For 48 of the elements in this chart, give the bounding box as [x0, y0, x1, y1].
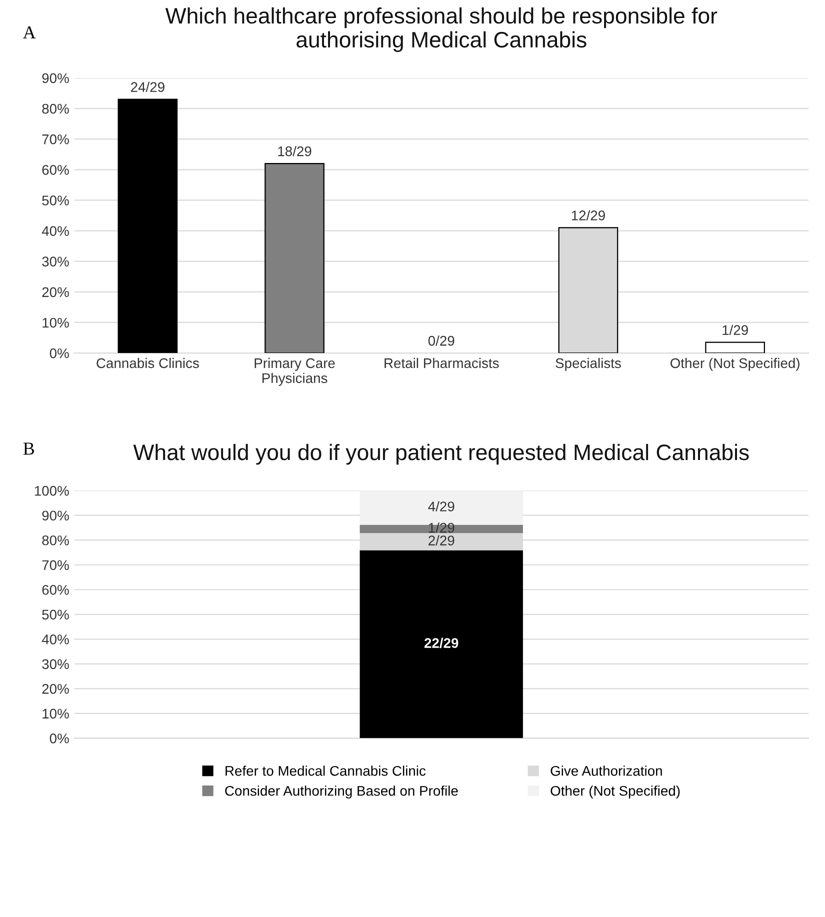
y-tick-label: 100% — [34, 486, 69, 496]
bar — [360, 524, 523, 534]
y-tick-label: 50% — [42, 196, 69, 206]
legend-label: Give Authorization — [550, 766, 662, 776]
y-tick-label: 80% — [42, 535, 69, 546]
data-label: 22/29 — [424, 638, 458, 648]
bar — [705, 342, 765, 354]
x-tick-label: Cannabis Clinics — [96, 358, 199, 368]
y-tick-label: 10% — [42, 318, 69, 328]
data-label: 2/29 — [428, 535, 454, 546]
data-label: 0/29 — [428, 336, 454, 346]
y-tick-label: 90% — [42, 73, 69, 84]
chart-title: What would you do if your patient requested Medical Cannabis — [133, 444, 749, 465]
y-tick-label: 40% — [42, 634, 69, 644]
bar — [360, 550, 523, 738]
y-tick-label: 60% — [42, 164, 69, 175]
bar — [264, 162, 324, 354]
x-tick-label: Primary Care Physicians — [254, 358, 335, 386]
data-label: 24/29 — [130, 82, 164, 92]
legend-label: Other (Not Specified) — [550, 786, 680, 799]
data-label: 1/29 — [722, 324, 748, 336]
legend-label: Consider Authorizing Based on Profile — [225, 786, 458, 799]
text: A — [23, 26, 36, 38]
y-tick-label: 50% — [42, 610, 69, 620]
x-tick-label: Retail Pharmacists — [384, 358, 499, 368]
data-label: 1/29 — [428, 522, 454, 533]
legend-label: Refer to Medical Cannabis Clinic — [226, 766, 426, 776]
y-tick-label: 30% — [42, 256, 69, 267]
y-tick-label: 90% — [42, 510, 69, 521]
x-tick-label: Other (Not Specified) — [670, 358, 800, 371]
data-label: 4/29 — [428, 501, 454, 512]
y-tick-label: 40% — [42, 226, 69, 236]
data-label: 18/29 — [278, 146, 312, 156]
y-tick-label: 0% — [50, 348, 69, 358]
y-tick-label: 80% — [42, 104, 69, 114]
y-tick-label: 30% — [42, 659, 69, 670]
y-tick-label: 20% — [42, 684, 69, 694]
x-tick-label: Specialists — [556, 358, 621, 371]
text: B — [23, 442, 34, 455]
y-tick-label: 20% — [42, 287, 69, 298]
y-tick-label: 60% — [42, 584, 69, 595]
y-tick-label: 10% — [42, 708, 69, 719]
chart-title: Which healthcare professional should be responsible for authorising Medical Cannabis — [165, 7, 718, 52]
y-tick-label: 70% — [42, 134, 69, 144]
bar — [118, 98, 178, 354]
y-tick-label: 0% — [50, 734, 69, 744]
y-tick-label: 70% — [42, 560, 69, 570]
data-label: 12/29 — [572, 210, 605, 220]
